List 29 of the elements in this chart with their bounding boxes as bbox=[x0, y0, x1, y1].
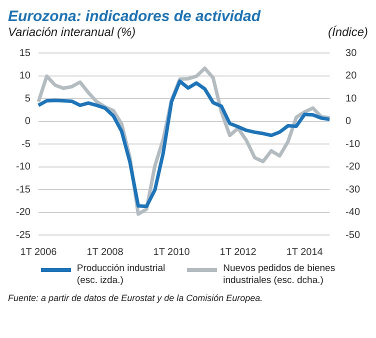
legend-label: Nuevos pedidos de bienes industriales (esc. dcha.) bbox=[223, 263, 336, 287]
y2-tick-label: -50 bbox=[346, 230, 360, 241]
y2-tick-label: 0 bbox=[346, 116, 352, 127]
source-note: Fuente: a partir de datos de Eurostat y de la Comisión Europea. bbox=[8, 293, 264, 303]
x-tick-label: 1T 2006 bbox=[20, 246, 58, 258]
y-tick-label: -25 bbox=[16, 230, 31, 241]
y2-axis-title: (Índice) bbox=[328, 25, 368, 39]
y-tick-label: -5 bbox=[22, 138, 31, 150]
x-tick-label: 1T 2010 bbox=[153, 246, 190, 258]
y2-tick-label: 20 bbox=[346, 70, 358, 82]
y-tick-label: 0 bbox=[24, 116, 31, 127]
y-tick-label: -15 bbox=[16, 184, 31, 196]
y2-tick-label: -20 bbox=[346, 162, 360, 172]
y-axis-title: Variación interanual (%) bbox=[8, 25, 136, 39]
y-tick-label: -10 bbox=[16, 162, 31, 172]
y2-tick-label: 10 bbox=[346, 93, 358, 104]
legend-label: Producción industrial (esc. izda.) bbox=[76, 263, 166, 287]
y2-tick-label: 30 bbox=[346, 48, 358, 59]
y2-tick-label: -10 bbox=[346, 138, 360, 150]
y2-tick-label: -30 bbox=[346, 184, 360, 196]
chart-title: Eurozona: indicadores de actividad bbox=[8, 8, 262, 25]
y-tick-label: 10 bbox=[19, 70, 31, 82]
y-tick-label: 5 bbox=[24, 93, 31, 104]
x-tick-label: 1T 2014 bbox=[286, 246, 324, 258]
y2-tick-label: -40 bbox=[346, 207, 360, 218]
y-tick-label: 15 bbox=[19, 48, 31, 59]
x-tick-label: 1T 2008 bbox=[86, 246, 124, 258]
x-tick-label: 1T 2012 bbox=[220, 246, 257, 258]
y-tick-label: -20 bbox=[16, 207, 31, 218]
